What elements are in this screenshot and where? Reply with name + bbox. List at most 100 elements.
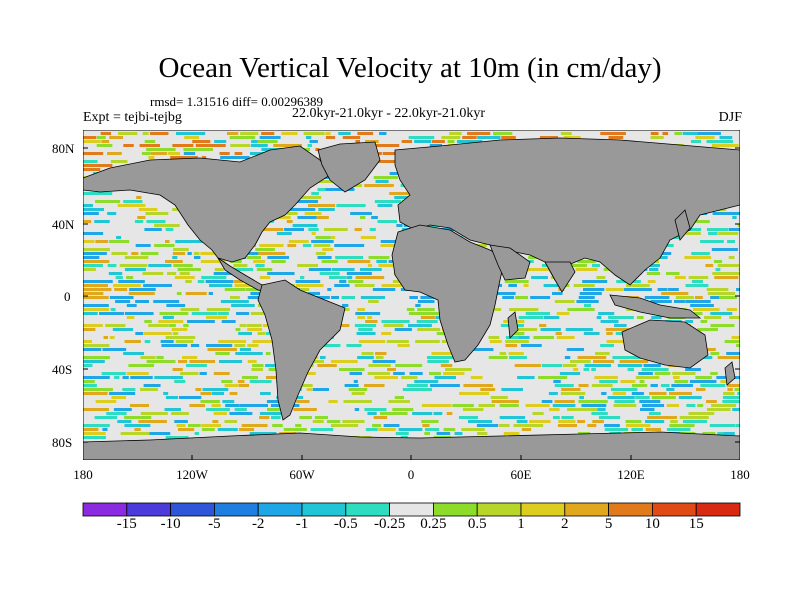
velocity-cell [508, 284, 517, 287]
velocity-cell [343, 400, 372, 403]
velocity-cell [346, 276, 353, 279]
velocity-cell [165, 260, 183, 263]
velocity-cell [214, 140, 227, 143]
velocity-cell [146, 148, 176, 151]
japan-landmass [674, 209, 691, 241]
velocity-cell [128, 292, 155, 295]
velocity-cell [252, 364, 264, 367]
velocity-cell [711, 404, 736, 407]
velocity-cell [201, 424, 222, 427]
velocity-cell [358, 340, 386, 343]
velocity-cell [736, 184, 740, 187]
velocity-cell [607, 396, 635, 399]
velocity-cell [331, 296, 340, 299]
velocity-cell [331, 268, 355, 271]
velocity-cell [262, 324, 268, 327]
velocity-cell [83, 140, 101, 143]
velocity-cell [294, 196, 322, 199]
velocity-cell [148, 156, 155, 159]
velocity-cell [516, 328, 538, 331]
velocity-cell [83, 408, 110, 411]
velocity-cell [83, 360, 105, 363]
velocity-cell [139, 144, 161, 147]
velocity-cell [377, 204, 393, 207]
velocity-cell [295, 284, 324, 287]
velocity-cell [540, 328, 561, 331]
velocity-cell [501, 136, 516, 139]
velocity-cell [566, 348, 584, 351]
velocity-cell [573, 284, 595, 287]
colorbar-label: -10 [160, 516, 181, 532]
velocity-cell [666, 388, 675, 391]
velocity-cell [635, 396, 650, 399]
velocity-cell [83, 380, 95, 383]
velocity-cell [706, 140, 734, 143]
colorbar-label: 1 [517, 516, 525, 532]
velocity-cell [143, 384, 161, 387]
velocity-cell [377, 160, 395, 163]
velocity-cell [315, 252, 326, 255]
velocity-cell [591, 264, 600, 267]
velocity-cell [331, 236, 336, 239]
lat-tick-80s: 80S [52, 435, 73, 450]
velocity-cell [83, 308, 110, 311]
velocity-cell [738, 268, 740, 271]
velocity-cell [636, 316, 644, 319]
velocity-cell [182, 356, 198, 359]
velocity-cell [694, 296, 703, 299]
velocity-cell [124, 256, 149, 259]
velocity-cell [650, 384, 658, 387]
velocity-cell [712, 212, 740, 215]
velocity-cell [719, 136, 733, 139]
velocity-cell [116, 236, 122, 239]
lat-tick-80n: 80N [52, 141, 75, 156]
velocity-cell [348, 388, 368, 391]
velocity-cell [200, 392, 212, 395]
velocity-cell [83, 164, 113, 167]
colorbar-swatch [432, 502, 478, 517]
velocity-cell [83, 432, 106, 435]
velocity-cell [119, 264, 148, 267]
velocity-cell [328, 400, 338, 403]
velocity-cell [312, 388, 330, 391]
velocity-cell [271, 416, 281, 419]
velocity-cell [295, 424, 302, 427]
velocity-cell [325, 136, 336, 139]
velocity-cell [110, 308, 116, 311]
velocity-cell [83, 240, 95, 243]
velocity-cell [554, 384, 574, 387]
velocity-cell [569, 360, 591, 363]
velocity-cell [360, 296, 386, 299]
velocity-cell [235, 352, 263, 355]
velocity-cell [364, 408, 387, 411]
velocity-cell [674, 132, 683, 135]
velocity-cell [266, 376, 282, 379]
velocity-cell [166, 304, 186, 307]
velocity-cell [283, 428, 307, 431]
period-label: 22.0kyr-21.0kyr - 22.0kyr-21.0kyr [292, 106, 486, 121]
velocity-cell [159, 312, 189, 315]
stats-text: rmsd= 1.31516 diff= 0.00296389 [150, 94, 323, 109]
velocity-cell [303, 132, 325, 135]
velocity-cell [669, 392, 693, 395]
velocity-cell [154, 224, 180, 227]
velocity-cell [185, 364, 207, 367]
velocity-cell [83, 424, 110, 427]
velocity-cell [360, 236, 377, 239]
velocity-cell [183, 148, 213, 151]
velocity-cell [505, 340, 529, 343]
velocity-cell [230, 144, 251, 147]
velocity-cell [214, 268, 225, 271]
velocity-cell [578, 384, 589, 387]
velocity-cell [229, 136, 256, 139]
velocity-cell [691, 280, 703, 283]
velocity-cell [235, 328, 241, 331]
velocity-cell [627, 368, 635, 371]
velocity-cell [83, 268, 96, 271]
velocity-cell [365, 140, 379, 143]
velocity-cell [130, 376, 153, 379]
velocity-cell [685, 368, 701, 371]
velocity-cell [239, 324, 247, 327]
eurasia-landmass [394, 137, 740, 286]
